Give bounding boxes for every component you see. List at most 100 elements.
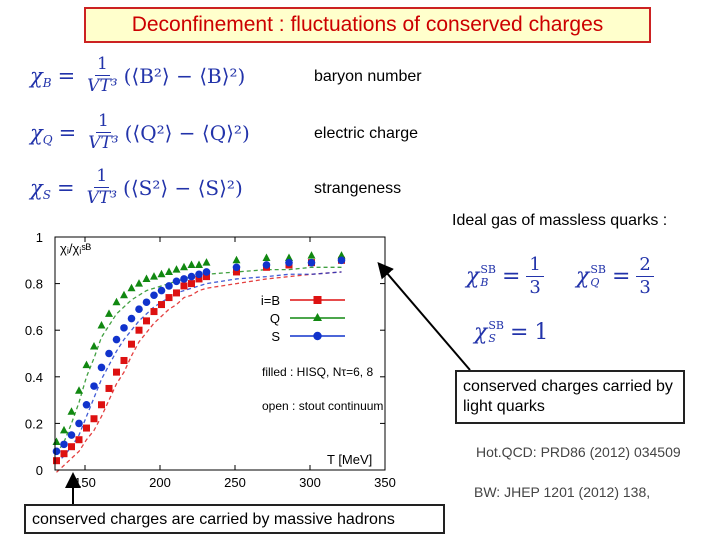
data-point-B [188, 280, 195, 288]
data-point-Q [307, 251, 316, 259]
data-point-B [135, 326, 143, 334]
data-point-B [195, 275, 203, 283]
chi-subscript: S [42, 187, 51, 202]
x-tick-label: 250 [224, 475, 246, 490]
equation-label-strangeness: strangeness [314, 180, 402, 197]
data-point-Q [262, 253, 271, 261]
callout-light-quarks: conserved charges carried by light quark… [455, 370, 685, 424]
annotation-open: open : stout continuum [262, 399, 383, 413]
data-point-B [90, 415, 98, 423]
data-point-B [98, 401, 105, 409]
y-tick-label: 0.6 [25, 323, 43, 338]
data-point-Q [127, 283, 136, 292]
data-point-B [180, 282, 188, 290]
data-point-Q [82, 360, 91, 369]
data-point-B [83, 424, 90, 432]
data-point-S [90, 382, 98, 390]
data-point-B [60, 450, 68, 458]
data-point-B [105, 384, 113, 392]
data-point-S [75, 419, 83, 428]
data-point-S [112, 335, 121, 344]
data-point-S [337, 256, 346, 265]
data-point-S [82, 400, 91, 409]
fluctuation-expression: (⟨S²⟩ − ⟨S⟩²) [123, 175, 243, 200]
chi-subscript: B [42, 75, 52, 90]
legend-marker-S [313, 331, 322, 341]
y-tick-label: 0.2 [25, 416, 43, 431]
sb-subscript: B [480, 275, 489, 289]
data-point-Q [150, 272, 158, 280]
sb-chi-s: χ SB S = 1 [474, 319, 549, 345]
data-point-S [60, 440, 68, 449]
y-tick-label: 0.8 [25, 277, 43, 292]
legend-marker-B [313, 296, 322, 304]
data-point-B [203, 273, 210, 281]
callout-massive-hadrons: conserved charges are carried by massive… [24, 504, 445, 534]
x-tick-label: 350 [374, 475, 396, 490]
sb-subscript: Q [590, 275, 600, 289]
data-point-Q [75, 386, 83, 394]
y-tick-label: 0 [36, 463, 43, 478]
sb-denominator: 3 [639, 277, 651, 298]
legend-marker-Q [313, 313, 322, 321]
fraction-denominator: VT³ [88, 133, 119, 153]
data-point-S [97, 363, 106, 372]
equation-label-baryon: baryon number [314, 68, 422, 85]
data-point-S [172, 277, 181, 286]
fraction-denominator: VT³ [87, 76, 118, 96]
reference-bw: BW: JHEP 1201 (2012) 138, [474, 484, 651, 500]
data-point-B [158, 301, 165, 309]
data-point-S [262, 261, 271, 269]
annotation-filled: filled : HISQ, Nτ=6, 8 [262, 365, 373, 379]
ideal-gas-heading: Ideal gas of massless quarks : [452, 212, 668, 229]
legend-label-Q: Q [270, 311, 280, 326]
data-point-B [173, 289, 180, 297]
data-point-S [127, 314, 136, 323]
x-axis-label: T [MeV] [327, 452, 372, 467]
data-point-B [53, 457, 60, 465]
data-point-Q [337, 251, 346, 259]
chi-symbol: χ [30, 63, 43, 88]
y-tick-label: 0.4 [25, 370, 43, 385]
equation-label-electric: electric charge [314, 125, 419, 142]
fraction-numerator: 1 [94, 54, 110, 76]
data-point-Q [105, 309, 113, 317]
data-point-B [165, 294, 173, 302]
data-point-B [150, 308, 158, 316]
data-point-Q [112, 297, 121, 306]
data-point-Q [120, 290, 128, 299]
data-point-Q [135, 279, 143, 287]
data-point-S [120, 324, 128, 332]
fluctuation-expression: (⟨B²⟩ − ⟨B⟩²) [123, 63, 246, 88]
plot-frame [54, 236, 386, 471]
data-point-S [307, 258, 316, 267]
sb-numerator: 1 [526, 256, 544, 277]
arrow-to-high-t [377, 261, 471, 371]
slide-title-box: Deconfinement : fluctuations of conserve… [84, 7, 651, 43]
data-point-S [195, 270, 203, 279]
sb-superscript: SB [480, 263, 496, 277]
legend-label-S: S [271, 329, 280, 344]
sb-superscript: SB [590, 263, 606, 277]
data-point-B [75, 436, 83, 444]
data-point-S [180, 275, 188, 283]
series-curve-S [56, 271, 342, 464]
x-tick-label: 200 [149, 475, 171, 490]
data-point-S [165, 282, 173, 290]
chi-symbol: χ [30, 120, 43, 145]
data-point-Q [195, 260, 203, 268]
data-point-Q [90, 342, 98, 350]
data-point-Q [142, 274, 151, 282]
sb-value: 1 [534, 320, 549, 345]
data-point-Q [172, 265, 181, 273]
data-point-B [120, 356, 128, 364]
series-curve-Q [55, 266, 342, 455]
y-tick-label: 1 [36, 230, 43, 245]
data-point-Q [157, 269, 166, 278]
data-point-Q [202, 258, 211, 266]
